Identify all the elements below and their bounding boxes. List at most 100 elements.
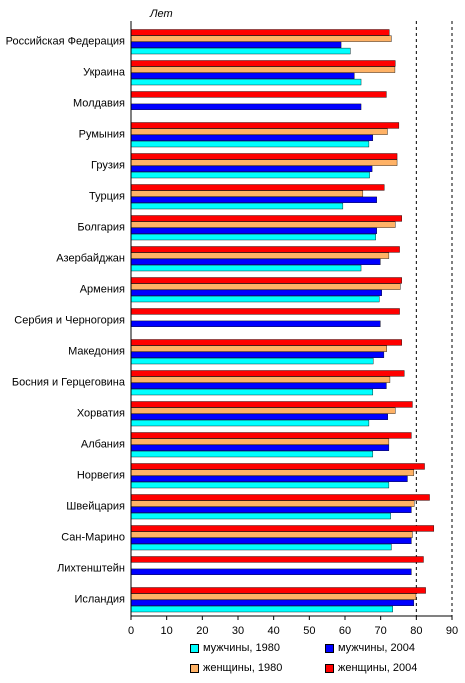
legend-swatch	[190, 643, 199, 653]
category-label: Турция	[89, 190, 125, 202]
bar	[130, 351, 385, 358]
legend-item: мужчины, 2004	[325, 642, 460, 654]
bar	[130, 47, 351, 55]
x-tick-label: 0	[128, 625, 134, 637]
bar	[130, 196, 377, 203]
legend-item: мужчины, 1980	[190, 642, 325, 654]
bar	[130, 159, 398, 166]
bar	[130, 153, 398, 160]
bar	[130, 202, 344, 210]
x-tick-label: 80	[410, 625, 422, 637]
axes: 0 10 20 30 40 50 60 70 80 90	[128, 21, 458, 637]
bar	[130, 413, 388, 420]
category-label: Босния и Герцеговина	[12, 376, 126, 388]
legend-swatch	[325, 643, 334, 653]
category-label: Сан-Марино	[61, 531, 125, 543]
bar	[130, 605, 393, 613]
category-label: Албания	[81, 438, 125, 450]
category-label: Лихтенштейн	[57, 562, 125, 574]
bar	[130, 72, 355, 80]
bar	[130, 494, 430, 501]
x-tick-label: 40	[268, 625, 280, 637]
bar	[130, 252, 390, 259]
bar	[130, 382, 387, 389]
legend-item: женщины, 2004	[325, 662, 460, 674]
bar	[130, 140, 370, 148]
bar	[130, 401, 413, 408]
bar	[130, 227, 377, 234]
bar	[130, 233, 376, 241]
category-label: Российская Федерация	[6, 35, 125, 47]
legend-swatch	[190, 663, 199, 673]
bar	[130, 308, 400, 315]
bar	[130, 277, 402, 284]
category-label: Македония	[68, 345, 125, 357]
bar	[130, 122, 400, 129]
bar	[130, 543, 392, 551]
bar	[130, 221, 396, 228]
bar	[130, 376, 391, 383]
bar	[130, 66, 396, 73]
bar	[130, 264, 362, 272]
bar	[130, 103, 362, 111]
x-tick-label: 90	[446, 625, 458, 637]
bar	[130, 407, 396, 414]
legend-swatch	[325, 663, 334, 673]
bar	[130, 29, 390, 36]
bar	[130, 134, 374, 141]
bar	[130, 593, 417, 600]
bar	[130, 171, 370, 179]
x-tick-label: 60	[339, 625, 351, 637]
bar	[130, 345, 387, 352]
bar	[130, 289, 382, 296]
bar	[130, 587, 426, 594]
bar	[130, 419, 370, 427]
category-label: Украина	[83, 66, 126, 78]
category-label: Румыния	[79, 128, 125, 140]
bar	[130, 537, 412, 545]
bar	[130, 357, 374, 365]
bar	[130, 190, 364, 197]
bar	[130, 481, 390, 489]
legend-label: мужчины, 1980	[203, 642, 280, 654]
bar	[130, 246, 400, 253]
category-labels: Российская Федерация Украина Молдавия Румын…	[6, 35, 126, 605]
category-label: Норвегия	[77, 469, 125, 481]
bar	[130, 41, 342, 49]
bars	[130, 29, 435, 613]
bar	[130, 388, 374, 396]
category-label: Исландия	[74, 593, 125, 605]
bar	[130, 568, 412, 576]
bar	[130, 258, 381, 265]
bar	[130, 444, 390, 451]
bar	[130, 320, 381, 327]
bar	[130, 432, 412, 439]
legend-label: мужчины, 2004	[338, 642, 415, 654]
legend-label: женщины, 2004	[338, 662, 418, 674]
category-label: Азербайджан	[56, 252, 125, 264]
bar	[130, 128, 388, 135]
bar	[130, 506, 412, 513]
category-label: Сербия и Черногория	[14, 314, 125, 326]
bar	[130, 283, 401, 290]
category-label: Швейцария	[66, 500, 125, 512]
category-label: Болгария	[77, 221, 125, 233]
bar	[130, 91, 387, 98]
x-tick-label: 10	[161, 625, 173, 637]
bar	[130, 438, 390, 445]
bar	[130, 463, 425, 470]
x-tick-label: 30	[232, 625, 244, 637]
legend-label: женщины, 1980	[203, 662, 283, 674]
bar	[130, 599, 415, 607]
bar	[130, 525, 435, 532]
bar	[130, 475, 408, 482]
x-tick-label: 50	[303, 625, 315, 637]
bar	[130, 184, 385, 191]
category-label: Грузия	[91, 159, 125, 171]
bar	[130, 35, 392, 42]
bar	[130, 215, 402, 222]
bar	[130, 60, 396, 67]
bar	[130, 78, 362, 86]
bar	[130, 295, 380, 303]
